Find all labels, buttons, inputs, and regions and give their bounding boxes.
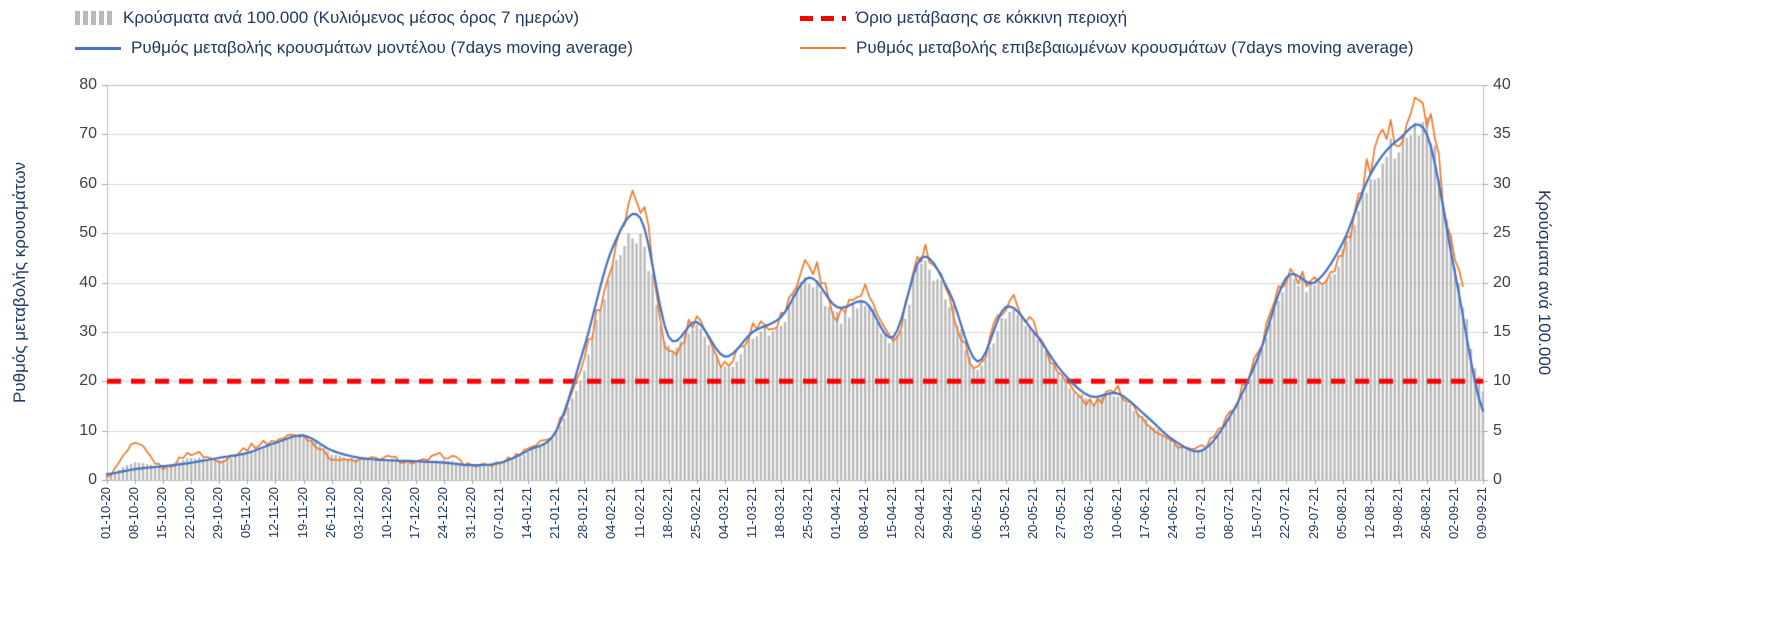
right-axis-title: Κρούσματα ανά 100.000 (1535, 189, 1554, 376)
x-axis-tick-label: 08-04-21 (856, 487, 872, 540)
bars-series-swatch-icon (75, 11, 113, 25)
confirmed-line-swatch-icon (800, 47, 846, 49)
right-axis-tick-label: 5 (1493, 421, 1502, 439)
legend-label-confirmed-rate: Ρυθμός μεταβολής επιβεβαιωμένων κρουσμάτ… (856, 38, 1414, 57)
x-axis-tick-label: 17-06-21 (1137, 487, 1153, 540)
legend-label-model-rate: Ρυθμός μεταβολής κρουσμάτων μοντέλου (7d… (131, 38, 633, 57)
x-axis-tick-label: 29-07-21 (1305, 487, 1321, 540)
left-axis-tick-label: 80 (79, 76, 97, 93)
x-axis-tick-label: 27-05-21 (1052, 487, 1068, 540)
x-axis-tick-label: 08-07-21 (1221, 487, 1237, 540)
x-axis-tick-label: 02-09-21 (1445, 487, 1461, 540)
right-axis-tick-label: 0 (1493, 471, 1502, 488)
right-axis-tick-label: 25 (1493, 224, 1511, 242)
x-axis-tick-label: 26-11-20 (322, 487, 338, 539)
x-axis-tick-label: 03-06-21 (1080, 487, 1096, 540)
x-axis-tick-label: 09-09-21 (1474, 487, 1489, 540)
left-axis-tick-label: 0 (88, 471, 97, 488)
right-axis-tick-label: 35 (1493, 125, 1511, 143)
model-line-swatch-icon (75, 46, 121, 50)
left-axis-tick-label: 20 (79, 372, 97, 390)
x-axis-tick-label: 12-08-21 (1361, 487, 1377, 540)
x-axis-tick-label: 17-12-20 (406, 487, 422, 540)
x-axis-tick-label: 10-06-21 (1108, 487, 1124, 540)
x-axis-tick-label: 05-11-20 (238, 487, 254, 539)
legend-item-red-zone-threshold: Όριο μετάβασης σε κόκκινη περιοχή (800, 8, 1127, 28)
x-axis-tick-label: 24-06-21 (1165, 487, 1181, 540)
x-axis-tick-label: 15-04-21 (884, 487, 900, 540)
x-axis-tick-label: 20-05-21 (1024, 487, 1040, 540)
legend-label-red-zone-threshold: Όριο μετάβασης σε κόκκινη περιοχή (856, 8, 1128, 27)
legend-label-cases-per-100k: Κρούσματα ανά 100.000 (Κυλιόμενος μέσος … (123, 8, 580, 27)
x-axis-tick-label: 24-12-20 (434, 487, 450, 540)
legend-item-model-rate: Ρυθμός μεταβολής κρουσμάτων μοντέλου (7d… (75, 38, 633, 58)
x-axis-tick-label: 22-07-21 (1277, 487, 1293, 540)
x-axis-tick-label: 31-12-20 (463, 487, 479, 540)
right-axis-tick-label: 20 (1493, 273, 1511, 291)
legend-item-confirmed-rate: Ρυθμός μεταβολής επιβεβαιωμένων κρουσμάτ… (800, 38, 1414, 58)
x-axis-tick-label: 10-12-20 (378, 487, 394, 540)
left-axis-tick-label: 40 (79, 273, 97, 291)
x-axis-tick-label: 04-02-21 (603, 487, 619, 540)
right-axis-tick-label: 10 (1493, 372, 1511, 390)
left-axis-title: Ρυθμός μεταβολής κρουσμάτων (10, 162, 29, 403)
x-axis-tick-label: 03-12-20 (350, 487, 366, 540)
x-axis-tick-label: 08-10-20 (126, 487, 142, 540)
left-axis-tick-label: 10 (79, 421, 97, 439)
x-axis-tick-label: 29-10-20 (210, 487, 226, 540)
x-axis-tick-label: 15-07-21 (1249, 487, 1265, 540)
x-axis-tick-label: 07-01-21 (491, 487, 507, 540)
left-axis-tick-label: 50 (79, 224, 97, 242)
x-axis-tick-label: 01-10-20 (98, 487, 113, 540)
x-axis-tick-label: 11-03-21 (743, 487, 759, 539)
x-axis-tick-label: 21-01-21 (547, 487, 563, 540)
x-axis-tick-label: 04-03-21 (715, 487, 731, 540)
right-axis-tick-label: 15 (1493, 322, 1511, 340)
x-axis-tick-label: 29-04-21 (940, 487, 956, 540)
x-axis-tick-label: 14-01-21 (519, 487, 535, 540)
x-axis-tick-label: 12-11-20 (266, 487, 282, 539)
x-axis-tick-label: 19-08-21 (1389, 487, 1405, 540)
legend-item-cases-per-100k: Κρούσματα ανά 100.000 (Κυλιόμενος μέσος … (75, 8, 579, 28)
x-axis-tick-label: 01-07-21 (1193, 487, 1209, 540)
x-axis-tick-label: 19-11-20 (294, 487, 310, 539)
x-axis-tick-label: 25-02-21 (687, 487, 703, 540)
x-axis-tick-label: 22-10-20 (182, 487, 198, 540)
left-axis-tick-label: 70 (79, 125, 97, 143)
x-axis-tick-label: 01-04-21 (828, 487, 844, 540)
right-axis-tick-label: 30 (1493, 174, 1511, 192)
x-axis-tick-label: 18-03-21 (771, 487, 787, 540)
left-axis-tick-label: 30 (79, 322, 97, 340)
x-axis-tick-label: 11-02-21 (631, 487, 647, 539)
x-axis-tick-label: 22-04-21 (912, 487, 928, 540)
right-axis-tick-label: 40 (1493, 76, 1511, 93)
x-axis-tick-label: 28-01-21 (575, 487, 591, 540)
x-axis-tick-label: 06-05-21 (968, 487, 984, 540)
x-axis-tick-label: 18-02-21 (659, 487, 675, 540)
x-axis-tick-label: 05-08-21 (1333, 487, 1349, 540)
left-axis-tick-label: 60 (79, 174, 97, 192)
x-axis-tick-label: 26-08-21 (1417, 487, 1433, 540)
x-axis-tick-label: 15-10-20 (154, 487, 170, 540)
x-axis-tick-label: 13-05-21 (996, 487, 1012, 540)
x-axis-tick-label: 25-03-21 (800, 487, 816, 540)
threshold-line-swatch-icon (800, 15, 846, 21)
